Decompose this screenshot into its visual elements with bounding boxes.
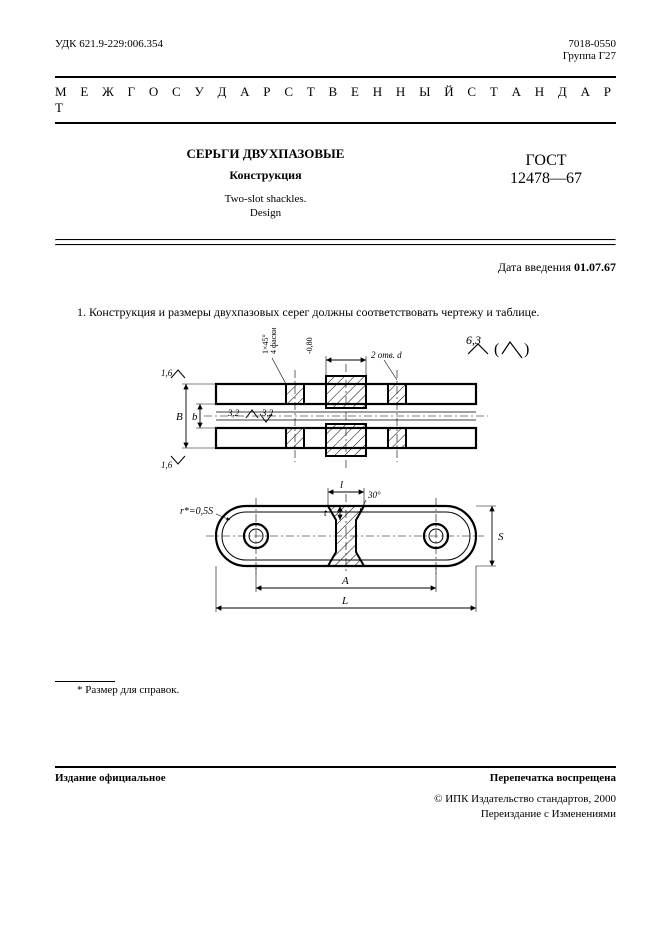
reprint-forbidden: Перепечатка воспрещена	[490, 772, 616, 784]
subtitle-en: Design	[55, 207, 476, 219]
svg-text:L: L	[341, 595, 348, 607]
technical-drawing: 6,3 ( )	[55, 326, 616, 661]
bottom-separator	[55, 766, 616, 768]
svg-text:-0,80: -0,80	[305, 337, 314, 354]
date-value: 01.07.67	[574, 260, 616, 274]
svg-text:2 отв. d: 2 отв. d	[371, 350, 402, 360]
gost-label: ГОСТ	[476, 152, 616, 170]
title-en: Two-slot shackles.	[55, 193, 476, 205]
copyright-line-2: Переиздание с Изменениями	[55, 807, 616, 822]
footnote-rule	[55, 681, 115, 682]
svg-text:S: S	[498, 531, 504, 543]
paragraph-1: 1. Конструкция и размеры двухпазовых сер…	[55, 305, 616, 320]
svg-text:B: B	[176, 411, 183, 423]
code-number: 7018-0550	[563, 38, 616, 50]
svg-text:t: t	[324, 508, 327, 519]
footnote: * Размер для справок.	[77, 684, 616, 696]
title-ru: СЕРЬГИ ДВУХПАЗОВЫЕ	[55, 146, 476, 162]
udk-code: УДК 621.9-229:006.354	[55, 38, 163, 62]
svg-text:4 фаски: 4 фаски	[269, 327, 278, 354]
copyright-line-1: © ИПК Издательство стандартов, 2000	[55, 792, 616, 807]
edition-official: Издание официальное	[55, 772, 166, 784]
subtitle-ru: Конструкция	[55, 168, 476, 183]
banner-title: М Е Ж Г О С У Д А Р С Т В Е Н Н Ы Й С Т …	[55, 76, 616, 124]
svg-text:1,6: 1,6	[161, 460, 173, 470]
svg-text:3,2: 3,2	[227, 408, 240, 418]
svg-text:A: A	[341, 575, 349, 587]
svg-text:): )	[524, 341, 529, 358]
svg-text:b: b	[192, 411, 198, 423]
svg-text:r*=0,5S: r*=0,5S	[180, 506, 213, 517]
svg-text:30°: 30°	[367, 490, 381, 500]
svg-text:3,2: 3,2	[261, 408, 274, 418]
date-label: Дата введения	[498, 260, 574, 274]
svg-text:1,6: 1,6	[161, 368, 173, 378]
group-code: Группа Г27	[563, 50, 616, 62]
svg-text:(: (	[494, 341, 499, 358]
gost-number: 12478—67	[476, 170, 616, 188]
svg-text:l: l	[340, 479, 343, 491]
